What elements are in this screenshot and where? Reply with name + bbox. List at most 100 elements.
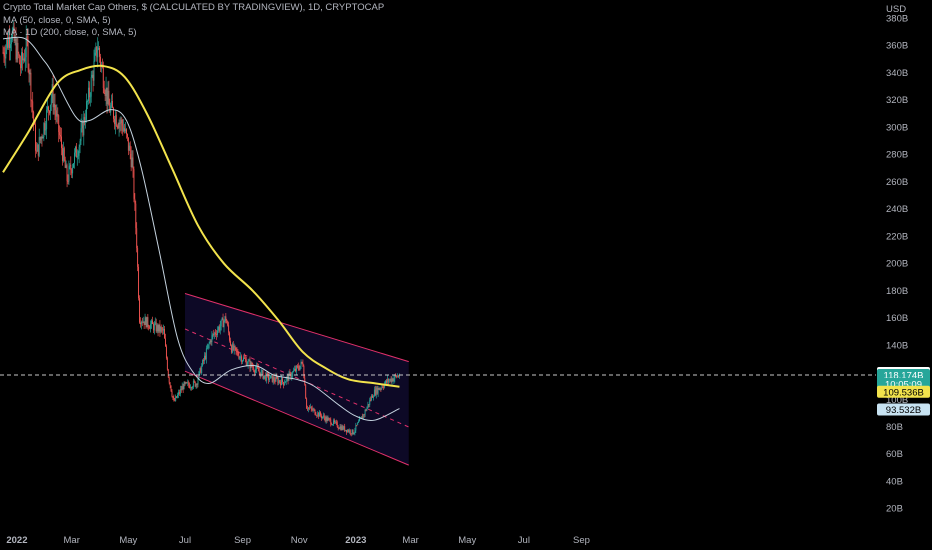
candle xyxy=(176,396,178,399)
candle xyxy=(164,326,166,339)
candle xyxy=(354,427,356,436)
candle xyxy=(18,51,20,59)
time-tick-label: Nov xyxy=(291,535,308,546)
price-tick-label: 280B xyxy=(886,150,908,161)
candle xyxy=(126,133,128,142)
price-tick-label: 40B xyxy=(886,476,903,487)
candle xyxy=(29,69,31,86)
candle xyxy=(43,122,45,142)
candle xyxy=(99,45,101,63)
candle xyxy=(60,127,62,142)
ma200-line[interactable] xyxy=(2,64,400,388)
candle xyxy=(190,384,192,391)
candle xyxy=(249,356,251,372)
candle xyxy=(345,429,347,432)
candle xyxy=(151,318,153,329)
candle xyxy=(298,364,300,371)
candle xyxy=(200,366,202,374)
candle xyxy=(349,429,351,436)
candle xyxy=(131,150,133,168)
candle xyxy=(373,394,374,401)
candle xyxy=(232,340,234,352)
candle xyxy=(392,377,394,382)
price-tick-label: 180B xyxy=(886,286,908,297)
candle xyxy=(157,323,159,337)
ma50-line[interactable] xyxy=(2,36,400,421)
candle xyxy=(96,46,98,62)
ma50-legend[interactable]: MA (50, close, 0, SMA, 5) xyxy=(3,15,111,26)
candle xyxy=(269,374,270,383)
candle xyxy=(41,133,43,147)
candle xyxy=(285,376,287,386)
price-tick-label: 100B xyxy=(886,395,908,406)
candle xyxy=(35,117,36,158)
candle xyxy=(94,47,96,62)
candle xyxy=(357,422,359,426)
candle xyxy=(76,149,78,166)
candle xyxy=(373,386,375,397)
candlestick-series xyxy=(2,20,400,437)
candle xyxy=(316,414,318,418)
channel-lower-line xyxy=(184,370,409,466)
price-tag: 93.532B xyxy=(877,403,930,416)
candle xyxy=(250,360,252,372)
price-tick-label: 160B xyxy=(886,313,908,324)
candle xyxy=(331,422,333,426)
candle xyxy=(80,118,82,146)
candle xyxy=(67,174,69,185)
candle xyxy=(310,406,312,412)
candle xyxy=(326,415,328,423)
candle xyxy=(391,376,393,386)
chart-title[interactable]: Crypto Total Market Cap Others, $ (CALCU… xyxy=(3,2,385,13)
candle xyxy=(359,416,360,422)
candle xyxy=(177,392,179,399)
candle xyxy=(4,45,6,66)
candle xyxy=(19,54,21,65)
candle xyxy=(321,413,322,421)
candle xyxy=(371,394,373,402)
candle xyxy=(234,345,236,351)
candle xyxy=(308,405,310,411)
candle xyxy=(89,92,91,107)
candle xyxy=(24,47,26,72)
candle xyxy=(74,145,76,157)
candle xyxy=(295,365,296,373)
candle xyxy=(124,123,126,134)
candle xyxy=(299,365,301,371)
ma200-legend[interactable]: MA · 1D (200, close, 0, SMA, 5) xyxy=(3,27,137,38)
candle xyxy=(160,326,162,334)
candle xyxy=(274,377,276,385)
candle xyxy=(241,354,243,365)
candle xyxy=(259,372,261,379)
price-tick-label: 80B xyxy=(886,422,903,433)
candle xyxy=(224,315,226,323)
candle xyxy=(379,386,381,391)
candle xyxy=(245,356,247,367)
candle xyxy=(174,397,176,402)
candle xyxy=(66,163,68,188)
candle xyxy=(365,408,367,412)
candle xyxy=(230,344,232,354)
candle xyxy=(204,352,205,365)
candle xyxy=(215,328,217,338)
candle xyxy=(271,374,273,383)
candle xyxy=(262,369,264,380)
candle xyxy=(49,104,51,121)
candle xyxy=(130,146,132,172)
candle xyxy=(129,141,131,160)
candle xyxy=(20,55,22,76)
candle xyxy=(265,372,267,382)
candle xyxy=(142,316,144,324)
candle xyxy=(342,424,344,431)
candle xyxy=(313,407,315,412)
candle xyxy=(180,385,182,393)
candle xyxy=(111,94,113,109)
svg-text:10:05:09: 10:05:09 xyxy=(885,380,922,391)
candle xyxy=(293,367,295,373)
candle xyxy=(389,378,391,382)
candle xyxy=(320,411,321,418)
